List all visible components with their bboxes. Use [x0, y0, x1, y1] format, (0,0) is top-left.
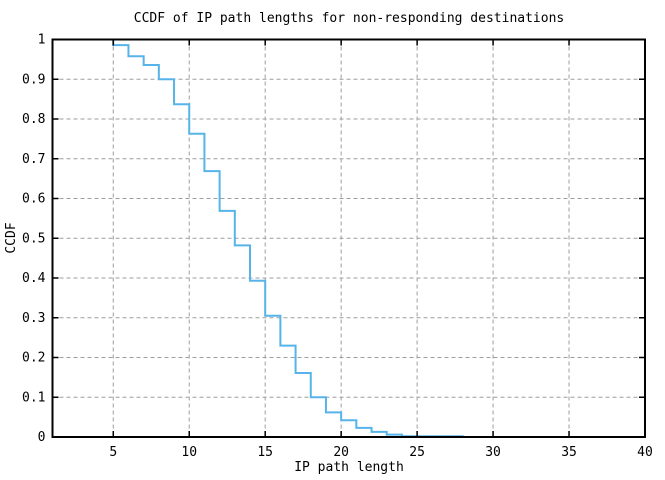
x-tick-label: 30 [485, 445, 501, 460]
x-tick-label: 5 [109, 445, 117, 460]
y-tick-label: 0 [38, 430, 46, 445]
y-tick-label: 0.3 [22, 311, 45, 326]
y-tick-label: 0.6 [22, 192, 45, 207]
y-tick-label: 1 [38, 33, 46, 48]
y-tick-label: 0.8 [22, 112, 45, 127]
y-tick-label: 0.2 [22, 351, 45, 366]
y-tick-label: 0.1 [22, 390, 45, 405]
x-tick-label: 25 [409, 445, 425, 460]
x-tick-label: 35 [561, 445, 577, 460]
ccdf-line [112, 39, 464, 438]
plot-border-and-ticks [51, 38, 646, 438]
y-tick-label: 0.4 [22, 271, 46, 286]
ccdf-step-curve [112, 39, 464, 438]
x-tick-label: 15 [257, 445, 273, 460]
chart-title: CCDF of IP path lengths for non-respondi… [134, 11, 564, 26]
x-tick-label: 40 [637, 445, 653, 460]
y-tick-label: 0.9 [22, 72, 45, 87]
y-tick-label: 0.5 [22, 231, 45, 246]
y-axis-label: CCDF [4, 222, 19, 253]
x-axis-label: IP path length [294, 460, 404, 475]
tick-labels: 5 10 15 20 25 30 35 40 0 0.1 0.2 0.3 0.4 0.5 0.6 0.7 0.8… [22, 33, 653, 461]
y-tick-label: 0.7 [22, 152, 45, 167]
x-tick-label: 20 [333, 445, 349, 460]
grid-lines [52, 39, 645, 437]
x-tick-label: 10 [181, 445, 197, 460]
